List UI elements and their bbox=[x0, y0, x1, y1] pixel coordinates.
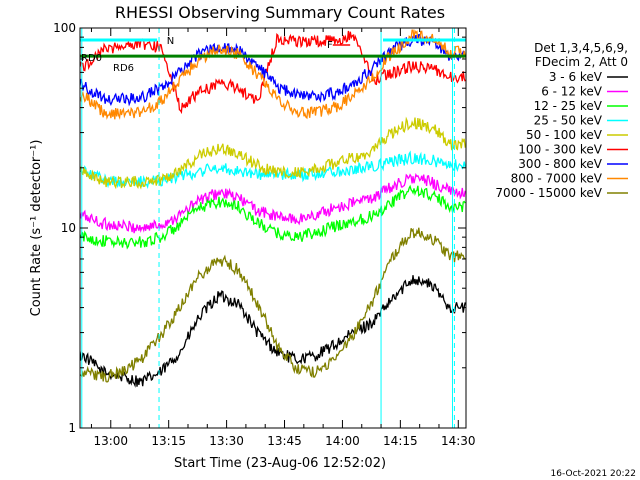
series-line-3 bbox=[80, 184, 466, 250]
rd6-label: RD6 bbox=[113, 63, 134, 74]
legend-label-7: 300 - 800 keV bbox=[518, 157, 602, 171]
x-tick-label-1330: 13:30 bbox=[209, 434, 244, 448]
x-tick-label-1315: 13:15 bbox=[151, 434, 186, 448]
flare-flag-label: F bbox=[327, 40, 333, 51]
legend-label-6: 100 - 300 keV bbox=[518, 143, 602, 157]
night-flag-label: N bbox=[167, 36, 174, 47]
series-line-6 bbox=[80, 30, 466, 115]
x-tick-label-1430: 14:30 bbox=[441, 434, 476, 448]
x-tick-label-1400: 14:00 bbox=[325, 434, 360, 448]
series-layer bbox=[80, 29, 466, 388]
series-line-9 bbox=[80, 227, 466, 383]
y-tick-label-1: 1 bbox=[68, 421, 76, 435]
rd0-label: RD0 bbox=[81, 53, 102, 64]
series-line-5 bbox=[80, 116, 466, 190]
x-axis: 13:00 13:15 13:30 13:45 14:00 14:15 14:30 bbox=[90, 28, 476, 448]
legend-label-1: 3 - 6 keV bbox=[549, 70, 603, 84]
y-axis-label: Count Rate (s⁻¹ detector⁻¹) bbox=[29, 140, 44, 317]
y-tick-label-10: 10 bbox=[61, 221, 76, 235]
x-tick-label-1300: 13:00 bbox=[93, 434, 128, 448]
legend-label-8: 800 - 7000 keV bbox=[511, 172, 603, 186]
series-line-1 bbox=[80, 275, 466, 388]
x-tick-label-1345: 13:45 bbox=[267, 434, 302, 448]
legend-label-9: 7000 - 15000 keV bbox=[495, 186, 602, 200]
y-axis: 1 10 100 bbox=[53, 21, 466, 435]
legend-label-4: 25 - 50 keV bbox=[534, 114, 603, 128]
y-tick-label-100: 100 bbox=[53, 21, 76, 35]
legend-label-5: 50 - 100 keV bbox=[526, 128, 603, 142]
x-tick-label-1415: 14:15 bbox=[383, 434, 418, 448]
legend-header-line-1: Det 1,3,4,5,6,9, bbox=[534, 41, 628, 55]
series-line-8 bbox=[80, 29, 466, 120]
plot-timestamp: 16-Oct-2021 20:22 bbox=[551, 469, 636, 479]
legend-header-line-2: FDecim 2, Att 0 bbox=[535, 55, 628, 69]
chart-title: RHESSI Observing Summary Count Rates bbox=[115, 3, 445, 22]
legend-label-2: 6 - 12 keV bbox=[541, 85, 603, 99]
x-axis-label: Start Time (23-Aug-06 12:52:02) bbox=[174, 456, 386, 471]
series-line-2 bbox=[80, 172, 466, 234]
legend-label-3: 12 - 25 keV bbox=[534, 99, 603, 113]
